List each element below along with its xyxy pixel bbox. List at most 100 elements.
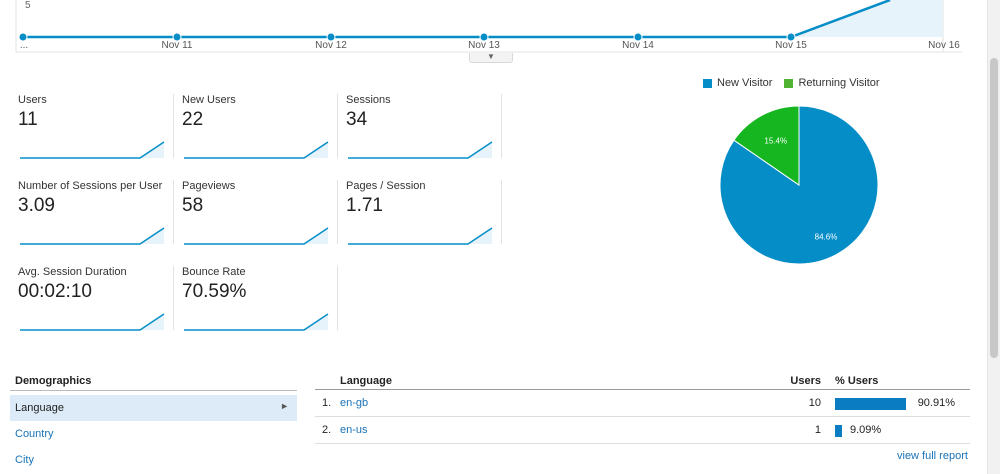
metric-divider: [501, 180, 502, 244]
metric-divider: [337, 180, 338, 244]
row-index: 1.: [322, 397, 332, 409]
timeline-area: [791, 0, 943, 37]
metric-sessions[interactable]: Sessions 34: [346, 94, 500, 160]
metric-divider: [173, 94, 174, 158]
sparkline-line: [348, 141, 493, 159]
metric-new-users[interactable]: New Users 22: [182, 94, 336, 160]
metric-bounce-rate[interactable]: Bounce Rate 70.59%: [182, 266, 336, 332]
table-row: 1. en-gb 10 90.91%: [315, 390, 970, 417]
demographics-item-label: Country: [15, 428, 54, 440]
metric-sparkline: [184, 141, 329, 159]
metric-pages-per-session[interactable]: Pages / Session 1.71: [346, 180, 500, 246]
x-tick-label: Nov 14: [622, 40, 654, 51]
pct-users-value: 90.91%: [917, 397, 955, 409]
metric-divider: [337, 94, 338, 158]
pct-users-value: 9.09%: [850, 424, 882, 436]
metric-value: 34: [346, 109, 368, 130]
vertical-scrollbar[interactable]: [987, 0, 1000, 474]
metric-sessions-per-user[interactable]: Number of Sessions per User 3.09: [18, 180, 172, 246]
x-tick-label: Nov 12: [315, 40, 347, 51]
chevron-down-icon: ▼: [487, 52, 495, 61]
table-header: Language Users % Users: [315, 372, 970, 390]
language-link[interactable]: en-us: [340, 424, 368, 436]
x-tick-label: Nov 13: [468, 40, 500, 51]
pie-slice[interactable]: [733, 105, 800, 186]
metric-value: 3.09: [18, 195, 55, 216]
sparkline-line: [184, 313, 329, 331]
pie-slice-label: 84.6%: [815, 232, 838, 241]
timeline-point[interactable]: [479, 32, 489, 42]
language-link[interactable]: en-gb: [340, 397, 369, 409]
metric-label: New Users: [182, 94, 236, 106]
metric-sparkline: [348, 141, 493, 159]
language-table: Language Users % Users 1. en-gb 10 90.91…: [315, 372, 970, 444]
x-tick-label: Nov 16: [928, 40, 960, 51]
metric-divider: [173, 266, 174, 330]
metric-label: Pageviews: [182, 180, 236, 192]
legend-swatch: [703, 78, 712, 88]
timeline-point[interactable]: [326, 32, 336, 42]
metric-value: 00:02:10: [18, 281, 92, 302]
metric-divider: [173, 180, 174, 244]
visitor-type-pie-chart: 84.6% 15.4%: [719, 105, 880, 271]
column-header-pct-users: % Users: [835, 375, 879, 387]
x-tick-label: Nov 15: [775, 40, 807, 51]
legend-item-returning-visitor[interactable]: Returning Visitor: [784, 77, 880, 89]
timeline-point[interactable]: [786, 32, 796, 42]
legend-item-new-visitor[interactable]: New Visitor: [703, 77, 772, 89]
sparkline-line: [184, 227, 329, 245]
demographics-item-city[interactable]: City: [10, 447, 297, 473]
metric-sparkline: [184, 313, 329, 331]
sessions-timeline-chart: 5 ... Nov 11 Nov 12 Nov 13 Nov 14 Nov 15…: [0, 0, 962, 62]
pie-slice-label: 15.4%: [764, 137, 787, 146]
timeline-point[interactable]: [172, 32, 182, 42]
metric-value: 70.59%: [182, 281, 247, 302]
metric-label: Sessions: [346, 94, 391, 106]
metric-label: Bounce Rate: [182, 266, 246, 278]
timeline-svg: [15, 0, 962, 53]
sparkline-line: [348, 227, 493, 245]
metric-label: Users: [18, 94, 47, 106]
metric-users[interactable]: Users 11: [18, 94, 172, 160]
pie-legend: New Visitor Returning Visitor: [703, 77, 880, 89]
demographics-item-country[interactable]: Country: [10, 421, 297, 447]
metric-value: 58: [182, 195, 204, 216]
chevron-right-icon: ►: [280, 401, 289, 411]
sparkline-line: [20, 227, 165, 245]
pct-users-bar: [835, 425, 842, 437]
row-index: 2.: [322, 424, 332, 436]
metric-avg-session-duration[interactable]: Avg. Session Duration 00:02:10: [18, 266, 172, 332]
pct-users-bar: [835, 398, 906, 410]
timeline-point[interactable]: [18, 32, 28, 42]
pie-svg: 84.6% 15.4%: [719, 105, 879, 265]
metric-sparkline: [184, 227, 329, 245]
metric-divider: [501, 94, 502, 158]
demographics-panel: Demographics Language ► Country City: [10, 372, 297, 473]
demographics-title: Demographics: [10, 372, 297, 391]
sparkline-line: [184, 141, 329, 159]
x-tick-label: ...: [19, 40, 29, 51]
timeline-line: [23, 0, 891, 39]
demographics-item-label: City: [15, 454, 34, 466]
y-axis-label: 5: [25, 0, 31, 11]
metric-value: 22: [182, 109, 204, 130]
metric-pageviews[interactable]: Pageviews 58: [182, 180, 336, 246]
timeline-point[interactable]: [633, 32, 643, 42]
metric-sparkline: [20, 227, 165, 245]
sparkline-line: [20, 313, 165, 331]
metric-label: Pages / Session: [346, 180, 426, 192]
demographics-item-language[interactable]: Language ►: [10, 395, 297, 421]
sparkline-line: [20, 141, 165, 159]
table-row: 2. en-us 1 9.09%: [315, 417, 970, 444]
legend-swatch: [784, 78, 794, 88]
metric-sparkline: [20, 141, 165, 159]
view-full-report-link[interactable]: view full report: [897, 450, 968, 462]
metric-sparkline: [348, 227, 493, 245]
users-value: 10: [808, 397, 821, 409]
legend-label: Returning Visitor: [798, 77, 880, 89]
chart-collapse-handle[interactable]: ▼: [469, 53, 513, 63]
column-header-users: Users: [790, 375, 821, 387]
scrollbar-thumb[interactable]: [990, 58, 998, 358]
metric-label: Avg. Session Duration: [18, 266, 127, 278]
metric-label: Number of Sessions per User: [18, 180, 163, 192]
